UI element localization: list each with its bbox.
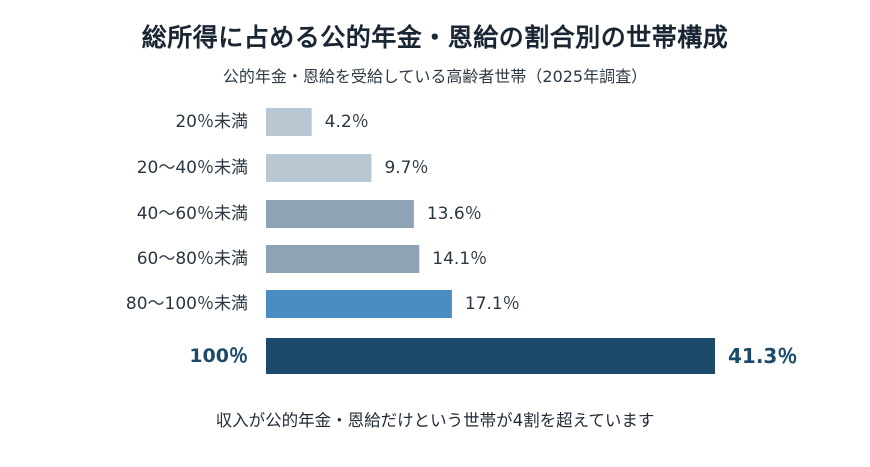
value-label: 41.3％: [728, 344, 797, 368]
bar: [266, 290, 452, 318]
value-label: 4.2％: [325, 112, 369, 132]
bar: [266, 200, 414, 228]
category-label: 80～100％未満: [126, 294, 248, 314]
chart-footnote: 収入が公的年金・恩給だけという世帯が4割を超えています: [215, 411, 655, 430]
bar: [266, 245, 420, 273]
value-label: 9.7％: [384, 158, 428, 178]
chart-title: 総所得に占める公的年金・恩給の割合別の世帯構成: [141, 23, 729, 52]
value-label: 14.1％: [432, 249, 487, 269]
bar: [266, 338, 715, 374]
category-label: 40～60％未満: [137, 204, 248, 224]
category-label: 20％未満: [175, 112, 248, 132]
category-label: 60～80％未満: [137, 249, 248, 269]
bar: [266, 108, 312, 136]
category-label: 20～40％未満: [137, 158, 248, 178]
bar: [266, 154, 372, 182]
category-label: 100％: [189, 345, 248, 367]
chart-subtitle: 公的年金・恩給を受給している高齢者世帯（2025年調査）: [222, 67, 648, 86]
value-label: 17.1％: [465, 294, 520, 314]
value-label: 13.6％: [427, 204, 482, 224]
